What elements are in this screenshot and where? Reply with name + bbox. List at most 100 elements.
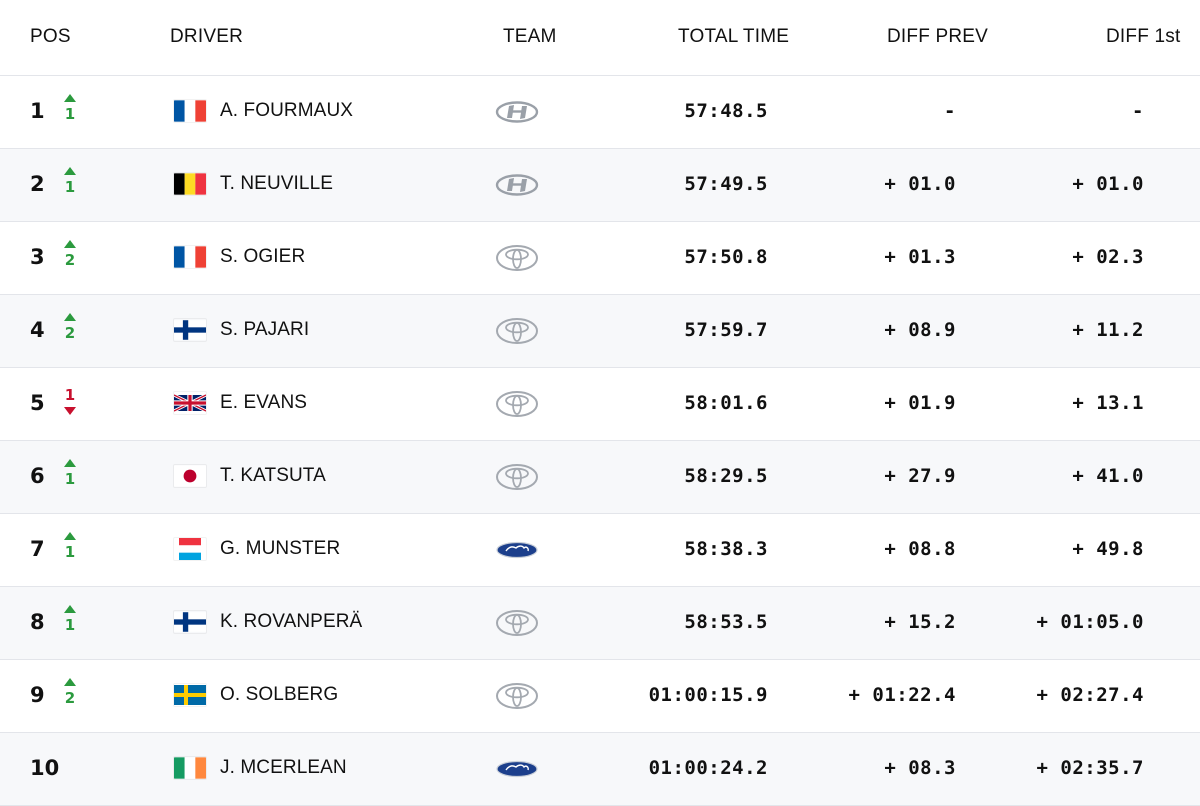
total-time: 58:53.5 (684, 611, 768, 633)
arrow-up-icon (64, 94, 76, 102)
arrow-up-icon (64, 532, 76, 540)
diff-prev: + 15.2 (884, 611, 956, 633)
total-time: 57:49.5 (684, 173, 768, 195)
position-change-value: 1 (64, 616, 76, 634)
position: 4 (30, 318, 45, 342)
toyota-logo-icon[interactable] (494, 461, 540, 493)
header-driver[interactable]: DRIVER (170, 26, 243, 47)
hyundai-logo-icon[interactable] (494, 96, 540, 128)
belgium-flag-icon (174, 173, 206, 195)
table-row[interactable]: 3 2 S. OGIER 57:50.8 + 01.3 + 02.3 (0, 222, 1200, 295)
driver-name[interactable]: S. PAJARI (220, 319, 310, 340)
diff-1st: + 49.8 (1072, 538, 1144, 560)
position-change-value: 1 (64, 178, 76, 196)
driver-name[interactable]: A. FOURMAUX (220, 100, 354, 121)
header-diff-prev[interactable]: DIFF PREV (887, 26, 989, 47)
driver-name[interactable]: G. MUNSTER (220, 538, 341, 559)
diff-prev: - (944, 100, 956, 122)
position-change-value: 1 (64, 105, 76, 123)
header-total-time[interactable]: TOTAL TIME (678, 26, 790, 47)
table-body: 1 1 A. FOURMAUX 57:48.5 - - 2 1 T. NEUVI… (0, 76, 1200, 806)
sweden-flag-icon (174, 684, 206, 706)
header-diff-1st[interactable]: DIFF 1st (1106, 26, 1181, 47)
table-row[interactable]: 7 1 G. MUNSTER 58:38.3 + 08.8 + 49.8 (0, 514, 1200, 587)
total-time: 58:29.5 (684, 465, 768, 487)
uk-flag-icon (174, 392, 206, 414)
total-time: 57:48.5 (684, 100, 768, 122)
position-change: 1 (60, 459, 80, 499)
total-time: 01:00:24.2 (648, 757, 768, 779)
japan-flag-icon (174, 465, 206, 487)
toyota-logo-icon[interactable] (494, 680, 540, 712)
driver-name[interactable]: S. OGIER (220, 246, 306, 267)
diff-1st: + 01:05.0 (1036, 611, 1144, 633)
luxembourg-flag-icon (174, 538, 206, 560)
position: 1 (30, 99, 45, 123)
driver-name[interactable]: K. ROVANPERÄ (220, 611, 363, 632)
position-change: 1 (60, 532, 80, 572)
diff-prev: + 01:22.4 (848, 684, 956, 706)
finland-flag-icon (174, 319, 206, 341)
diff-1st: + 02.3 (1072, 246, 1144, 268)
toyota-logo-icon[interactable] (494, 388, 540, 420)
arrow-up-icon (64, 313, 76, 321)
driver-name[interactable]: T. KATSUTA (220, 465, 326, 486)
total-time: 01:00:15.9 (648, 684, 768, 706)
arrow-up-icon (64, 678, 76, 686)
position-change-value: 1 (64, 543, 76, 561)
position: 9 (30, 683, 45, 707)
header-pos[interactable]: POS (30, 26, 71, 47)
header-team[interactable]: TEAM (503, 26, 557, 47)
arrow-down-icon (64, 407, 76, 415)
position: 8 (30, 610, 45, 634)
ford-logo-icon[interactable] (494, 534, 540, 566)
diff-prev: + 08.3 (884, 757, 956, 779)
position-change: 2 (60, 240, 80, 280)
driver-name[interactable]: T. NEUVILLE (220, 173, 334, 194)
driver-name[interactable]: E. EVANS (220, 392, 308, 413)
toyota-logo-icon[interactable] (494, 315, 540, 347)
diff-prev: + 08.8 (884, 538, 956, 560)
table-row[interactable]: 6 1 T. KATSUTA 58:29.5 + 27.9 + 41.0 (0, 441, 1200, 514)
position: 6 (30, 464, 45, 488)
arrow-up-icon (64, 240, 76, 248)
position: 10 (30, 756, 60, 780)
position-change-value: 2 (64, 324, 76, 342)
position-change: 2 (60, 678, 80, 718)
position: 5 (30, 391, 45, 415)
table-header: POS DRIVER TEAM TOTAL TIME DIFF PREV DIF… (0, 0, 1200, 76)
driver-name[interactable]: O. SOLBERG (220, 684, 339, 705)
total-time: 58:01.6 (684, 392, 768, 414)
position-change-value: 2 (64, 251, 76, 269)
position-change-value: 1 (64, 470, 76, 488)
diff-1st: - (1132, 100, 1144, 122)
ireland-flag-icon (174, 757, 206, 779)
diff-prev: + 01.0 (884, 173, 956, 195)
table-row[interactable]: 5 1 E. EVANS 58:01.6 + 01.9 + 13.1 (0, 368, 1200, 441)
arrow-up-icon (64, 167, 76, 175)
arrow-up-icon (64, 459, 76, 467)
diff-prev: + 01.3 (884, 246, 956, 268)
hyundai-logo-icon[interactable] (494, 169, 540, 201)
total-time: 57:59.7 (684, 319, 768, 341)
table-row[interactable]: 8 1 K. ROVANPERÄ 58:53.5 + 15.2 + 01:05.… (0, 587, 1200, 660)
table-row[interactable]: 4 2 S. PAJARI 57:59.7 + 08.9 + 11.2 (0, 295, 1200, 368)
toyota-logo-icon[interactable] (494, 607, 540, 639)
table-row[interactable]: 9 2 O. SOLBERG 01:00:15.9 + 01:22.4 + 02… (0, 660, 1200, 733)
finland-flag-icon (174, 611, 206, 633)
position: 3 (30, 245, 45, 269)
diff-prev: + 01.9 (884, 392, 956, 414)
driver-name[interactable]: J. MCERLEAN (220, 757, 347, 778)
table-row[interactable]: 10 J. MCERLEAN 01:00:24.2 + 08.3 + 02:35… (0, 733, 1200, 806)
table-row[interactable]: 1 1 A. FOURMAUX 57:48.5 - - (0, 76, 1200, 149)
total-time: 57:50.8 (684, 246, 768, 268)
position-change: 1 (60, 386, 80, 426)
position-change: 1 (60, 605, 80, 645)
diff-1st: + 02:35.7 (1036, 757, 1144, 779)
position-change: 1 (60, 167, 80, 207)
table-row[interactable]: 2 1 T. NEUVILLE 57:49.5 + 01.0 + 01.0 (0, 149, 1200, 222)
toyota-logo-icon[interactable] (494, 242, 540, 274)
ford-logo-icon[interactable] (494, 753, 540, 785)
position-change: 2 (60, 313, 80, 353)
